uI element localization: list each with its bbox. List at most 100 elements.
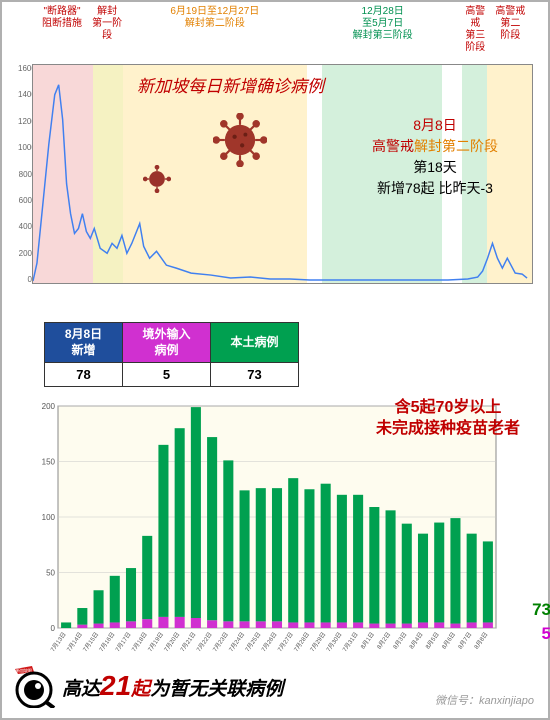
svg-text:50: 50 bbox=[46, 569, 55, 578]
bar-green bbox=[418, 534, 428, 623]
bar-green bbox=[256, 488, 266, 621]
svg-text:8月1日: 8月1日 bbox=[360, 631, 376, 650]
line-chart-y-axis: 16001400120010008006004002000 bbox=[18, 64, 32, 284]
bar-magenta bbox=[110, 622, 120, 628]
table-header: 境外输入病例 bbox=[123, 323, 211, 363]
bar-magenta bbox=[386, 624, 396, 628]
bar-magenta bbox=[369, 624, 379, 628]
bar-magenta bbox=[467, 622, 477, 628]
bar-magenta bbox=[126, 621, 136, 628]
bar-green bbox=[110, 576, 120, 623]
bar-green bbox=[353, 495, 363, 623]
svg-text:150: 150 bbox=[42, 458, 56, 467]
svg-text:7月15日: 7月15日 bbox=[82, 631, 100, 653]
svg-text:8月8日: 8月8日 bbox=[473, 631, 489, 650]
phase-labels-row: "断路器"阻断措施解封第一阶段6月19日至12月27日解封第二阶段 12月28日至… bbox=[32, 6, 533, 64]
bar-green bbox=[77, 608, 87, 625]
bar-green bbox=[402, 524, 412, 624]
bar-green bbox=[272, 488, 282, 621]
logo-eye-icon: 新加坡眼 bbox=[12, 664, 56, 708]
bar-magenta bbox=[77, 625, 87, 628]
bar-magenta bbox=[256, 621, 266, 628]
svg-text:7月27日: 7月27日 bbox=[276, 631, 294, 653]
bar-green bbox=[207, 437, 217, 620]
phase-label: 12月28日至5月7日解封第三阶段 bbox=[323, 6, 443, 64]
table-cell: 5 bbox=[123, 363, 211, 387]
day-count: 第18天 bbox=[372, 157, 498, 178]
bar-chart-section: 含5起70岁以上 未完成接种疫苗老者 0501001502007月13日7月14… bbox=[36, 398, 526, 658]
bar-magenta bbox=[304, 622, 314, 628]
bar-magenta bbox=[207, 620, 217, 628]
bar-magenta bbox=[353, 622, 363, 628]
bar-magenta bbox=[450, 624, 460, 628]
svg-text:8月4日: 8月4日 bbox=[408, 631, 424, 650]
bar-label-magenta: 5 bbox=[542, 624, 550, 644]
table-header: 8月8日新增 bbox=[45, 323, 123, 363]
svg-text:0: 0 bbox=[51, 624, 56, 633]
phase-label: 6月19日至12月27日解封第二阶段 bbox=[122, 6, 307, 64]
svg-text:8月6日: 8月6日 bbox=[441, 631, 457, 650]
svg-text:7月26日: 7月26日 bbox=[260, 631, 278, 653]
bar-magenta bbox=[434, 622, 444, 628]
summary-table-section: 8月8日新增境外输入病例本土病例78573 bbox=[44, 322, 299, 387]
bar-green bbox=[288, 478, 298, 622]
bar-green bbox=[61, 622, 71, 628]
bar-green bbox=[94, 590, 104, 623]
bar-green bbox=[158, 445, 168, 617]
svg-text:7月14日: 7月14日 bbox=[66, 631, 84, 653]
bar-magenta bbox=[223, 621, 233, 628]
bar-green bbox=[240, 490, 250, 621]
svg-text:8月7日: 8月7日 bbox=[457, 631, 473, 650]
bar-green bbox=[467, 534, 477, 623]
bar-green bbox=[175, 428, 185, 617]
svg-text:7月23日: 7月23日 bbox=[212, 631, 230, 653]
svg-text:7月17日: 7月17日 bbox=[114, 631, 132, 653]
svg-text:7月25日: 7月25日 bbox=[244, 631, 262, 653]
svg-text:7月19日: 7月19日 bbox=[147, 631, 165, 653]
bar-label-green: 73 bbox=[532, 600, 550, 620]
svg-text:7月21日: 7月21日 bbox=[179, 631, 197, 653]
svg-text:7月31日: 7月31日 bbox=[341, 631, 359, 653]
phase-label bbox=[308, 6, 323, 64]
svg-text:7月24日: 7月24日 bbox=[228, 631, 246, 653]
bar-magenta bbox=[418, 622, 428, 628]
svg-text:7月29日: 7月29日 bbox=[309, 631, 327, 653]
phase-label: 解封第一阶段 bbox=[92, 6, 122, 64]
bar-magenta bbox=[272, 621, 282, 628]
new-cases-stat: 新增78起 比昨天-3 bbox=[372, 178, 498, 199]
phase-label: 高警戒第三阶段 bbox=[463, 6, 488, 64]
bar-green bbox=[223, 460, 233, 621]
bar-magenta bbox=[94, 624, 104, 628]
bar-magenta bbox=[142, 619, 152, 628]
footer-headline: 高达21起为暂无关联病例 bbox=[62, 670, 283, 702]
svg-text:7月18日: 7月18日 bbox=[130, 631, 148, 653]
bar-green bbox=[434, 523, 444, 623]
svg-text:200: 200 bbox=[42, 402, 56, 411]
line-chart-title: 新加坡每日新增确诊病例 bbox=[137, 72, 324, 97]
alert-line: 高警戒解封第二阶段 bbox=[372, 136, 498, 157]
bar-magenta bbox=[288, 622, 298, 628]
svg-text:8月5日: 8月5日 bbox=[424, 631, 440, 650]
svg-text:7月28日: 7月28日 bbox=[293, 631, 311, 653]
line-chart-section: "断路器"阻断措施解封第一阶段6月19日至12月27日解封第二阶段 12月28日至… bbox=[2, 2, 548, 302]
summary-table: 8月8日新增境外输入病例本土病例78573 bbox=[44, 322, 299, 387]
phase-label: 高警戒第二阶段 bbox=[488, 6, 533, 64]
date-value: 8月8日 bbox=[372, 115, 498, 136]
svg-text:7月20日: 7月20日 bbox=[163, 631, 181, 653]
bar-green bbox=[369, 507, 379, 624]
bar-green bbox=[483, 541, 493, 622]
bar-green bbox=[304, 489, 314, 622]
date-info-box: 8月8日 高警戒解封第二阶段 第18天 新增78起 比昨天-3 bbox=[372, 115, 498, 199]
svg-text:7月16日: 7月16日 bbox=[98, 631, 116, 653]
bar-green bbox=[142, 536, 152, 619]
svg-text:100: 100 bbox=[42, 513, 56, 522]
phase-label: "断路器"阻断措施 bbox=[32, 6, 92, 64]
bar-magenta bbox=[191, 618, 201, 628]
bar-magenta bbox=[158, 617, 168, 628]
bar-magenta bbox=[321, 622, 331, 628]
bar-chart-note: 含5起70岁以上 未完成接种疫苗老者 bbox=[376, 398, 520, 440]
svg-text:8月2日: 8月2日 bbox=[376, 631, 392, 650]
svg-text:8月3日: 8月3日 bbox=[392, 631, 408, 650]
virus-icon bbox=[213, 113, 267, 172]
bar-green bbox=[126, 568, 136, 621]
